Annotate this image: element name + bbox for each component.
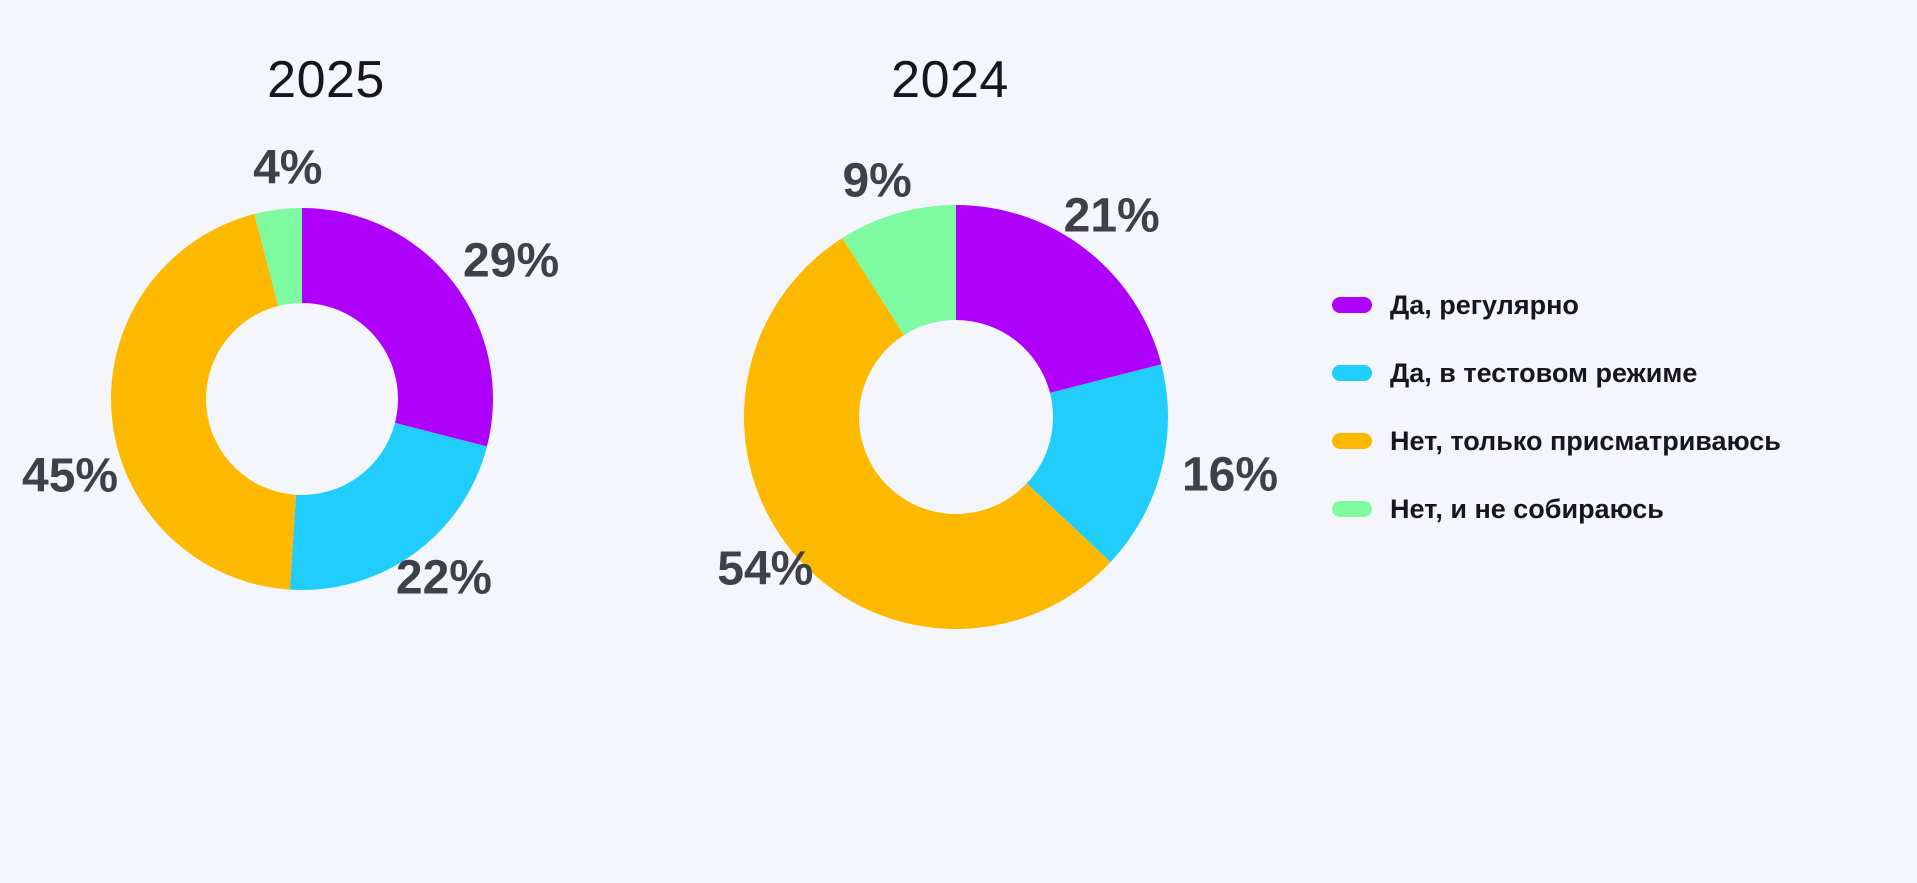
legend-item-no-just-looking: Нет, только присматриваюсь — [1332, 427, 1781, 455]
percent-label: 9% — [842, 154, 912, 208]
percent-label: 22% — [395, 551, 492, 604]
legend-item-yes-regular: Да, регулярно — [1332, 291, 1781, 319]
legend-label: Нет, и не собираюсь — [1390, 493, 1664, 524]
donut-segment-no-just-looking — [744, 238, 1111, 629]
percent-label: 21% — [1063, 189, 1160, 243]
percent-label: 45% — [21, 449, 119, 503]
chart-title: 2024 — [891, 51, 1009, 109]
legend-swatch-no-just-looking — [1332, 433, 1372, 449]
donut-segment-yes-test-mode — [290, 422, 487, 590]
donut-segment-yes-regular — [956, 205, 1162, 393]
donut-segment-no-not-going-to — [842, 205, 956, 336]
legend-swatch-no-not-going-to — [1332, 501, 1372, 517]
legend-swatch-yes-test-mode — [1332, 365, 1372, 381]
percent-label: 54% — [717, 542, 814, 596]
legend-label: Да, в тестовом режиме — [1390, 357, 1698, 388]
legend-swatch-yes-regular — [1332, 297, 1372, 313]
legend-item-no-not-going-to: Нет, и не собираюсь — [1332, 495, 1781, 523]
chart-title: 2025 — [267, 51, 385, 109]
legend-label: Нет, только присматриваюсь — [1390, 425, 1781, 456]
donut-segment-yes-test-mode — [1026, 364, 1168, 563]
legend: Да, регулярно Да, в тестовом режиме Нет, т… — [1332, 291, 1781, 523]
percent-label: 4% — [253, 141, 323, 195]
legend-label: Да, регулярно — [1390, 289, 1579, 320]
donut-segment-no-just-looking — [111, 214, 296, 590]
percent-label: 16% — [1181, 448, 1279, 502]
donut-segment-no-not-going-to — [254, 208, 302, 307]
percent-label: 29% — [463, 234, 560, 288]
legend-item-yes-test-mode: Да, в тестовом режиме — [1332, 359, 1781, 387]
donut-segment-yes-regular — [302, 208, 494, 447]
